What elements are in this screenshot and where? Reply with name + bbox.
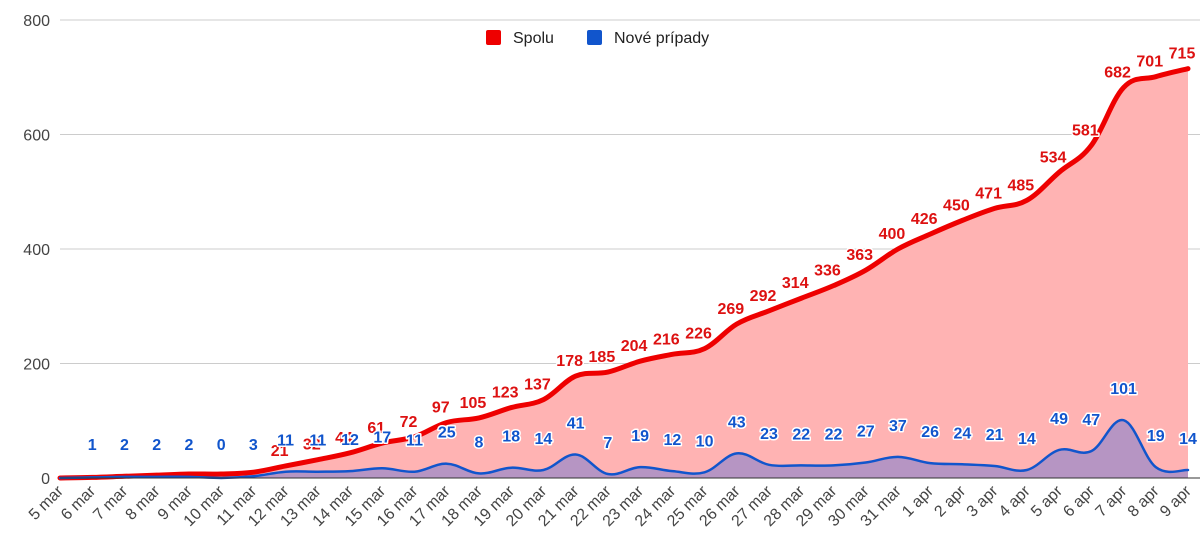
data-label-spolu: 471 (975, 185, 1002, 202)
data-label-nove-pripady: 11 (277, 433, 294, 450)
x-tick-label: 8 mar (123, 482, 164, 523)
data-label-spolu: 314 (782, 275, 809, 292)
data-label-nove-pripady: 22 (825, 426, 843, 443)
y-tick-label: 0 (41, 471, 50, 488)
line-spolu (57, 66, 1191, 481)
data-label-spolu: 269 (717, 301, 744, 318)
x-tick-label: 5 apr (1028, 482, 1066, 520)
legend-swatch-spolu (486, 30, 501, 45)
data-label-spolu: 32 (303, 437, 321, 454)
data-label-spolu: 682 (1104, 65, 1131, 82)
data-label-nove-pripady: 24 (954, 425, 972, 442)
y-tick-label: 200 (23, 357, 50, 374)
data-label-nove-pripady: 47 (1082, 412, 1100, 429)
data-label-spolu: 123 (492, 385, 519, 402)
data-label-nove-pripady: 25 (438, 425, 456, 442)
data-label-spolu: 178 (556, 353, 583, 370)
x-tick-label: 7 apr (1093, 482, 1131, 520)
data-label-nove-pripady: 101 (1110, 381, 1137, 398)
legend-label-spolu: Spolu (513, 30, 554, 47)
x-tick-label: 3 apr (964, 482, 1002, 520)
data-label-spolu: 715 (1169, 46, 1196, 63)
data-label-nove-pripady: 14 (1018, 431, 1036, 448)
data-label-spolu: 21 (271, 443, 289, 460)
x-tick-label: 6 mar (58, 482, 99, 523)
data-label-nove-pripady: 19 (1147, 428, 1165, 445)
area-spolu (60, 68, 1188, 478)
x-tick-label: 4 apr (996, 482, 1034, 520)
legend-label-nove-pripady: Nové prípady (614, 30, 709, 47)
data-label-nove-pripady: 26 (921, 424, 939, 441)
data-label-nove-pripady: 22 (792, 426, 810, 443)
data-label-spolu: 105 (460, 395, 487, 412)
data-label-spolu: 226 (685, 326, 712, 343)
data-label-nove-pripady: 37 (889, 418, 907, 435)
data-label-spolu: 450 (943, 197, 970, 214)
data-label-spolu: 97 (432, 399, 450, 416)
x-tick-label: 2 apr (931, 482, 969, 520)
series-areas (60, 68, 1188, 478)
data-label-nove-pripady: 3 (249, 437, 258, 454)
data-label-nove-pripady: 14 (1179, 431, 1197, 448)
data-label-spolu: 534 (1040, 149, 1067, 166)
data-label-nove-pripady: 41 (567, 416, 585, 433)
data-label-nove-pripady: 18 (502, 429, 520, 446)
data-label-nove-pripady: 2 (120, 437, 129, 454)
area-nove-pripady (60, 419, 1188, 478)
y-tick-label: 800 (23, 13, 50, 30)
data-label-nove-pripady: 8 (475, 434, 484, 451)
x-tick-label: 8 apr (1125, 482, 1163, 520)
data-label-nove-pripady: 0 (217, 437, 226, 454)
legend: Spolu Nové prípady (486, 30, 709, 47)
data-label-nove-pripady: 17 (373, 429, 391, 446)
y-tick-label: 400 (23, 242, 50, 259)
data-label-spolu: 137 (524, 377, 551, 394)
x-tick-label: 9 apr (1157, 482, 1195, 520)
data-label-spolu: 204 (621, 338, 648, 355)
data-label-nove-pripady: 49 (1050, 411, 1068, 428)
data-label-spolu: 400 (879, 226, 906, 243)
data-label-nove-pripady: 11 (309, 433, 326, 450)
data-label-spolu: 336 (814, 263, 841, 280)
data-label-nove-pripady: 2 (152, 437, 161, 454)
data-label-spolu: 292 (750, 288, 777, 305)
x-tick-label: 5 mar (26, 482, 67, 523)
data-label-nove-pripady: 21 (986, 427, 1004, 444)
data-label-spolu: 44 (335, 430, 353, 447)
data-label-nove-pripady: 1 (88, 437, 97, 454)
data-label-spolu: 701 (1136, 54, 1163, 71)
legend-swatch-nove-pripady (587, 30, 602, 45)
data-label-nove-pripady: 19 (631, 428, 649, 445)
data-label-nove-pripady: 2 (184, 437, 193, 454)
data-label-nove-pripady: 10 (696, 433, 714, 450)
data-label-nove-pripady: 12 (341, 432, 359, 449)
data-label-nove-pripady: 43 (728, 414, 746, 431)
data-label-spolu: 581 (1072, 122, 1099, 139)
data-label-spolu: 72 (400, 414, 418, 431)
data-label-spolu: 61 (367, 420, 385, 437)
series-lines (57, 66, 1191, 481)
data-label-nove-pripady: 11 (406, 433, 423, 450)
data-label-nove-pripady: 7 (603, 435, 612, 452)
x-tick-label: 6 apr (1060, 482, 1098, 520)
x-tick-label: 7 mar (90, 482, 131, 523)
data-label-nove-pripady: 27 (857, 424, 875, 441)
data-label-spolu: 485 (1008, 177, 1035, 194)
y-tick-label: 600 (23, 128, 50, 145)
x-tick-label: 1 apr (899, 482, 937, 520)
line-nove-pripady (58, 418, 1190, 480)
data-label-spolu: 216 (653, 331, 680, 348)
data-label-spolu: 185 (589, 349, 616, 366)
data-label-nove-pripady: 14 (535, 431, 553, 448)
data-label-nove-pripady: 12 (663, 432, 681, 449)
data-label-nove-pripady: 23 (760, 426, 778, 443)
data-label-spolu: 363 (846, 247, 873, 264)
data-label-spolu: 426 (911, 211, 938, 228)
